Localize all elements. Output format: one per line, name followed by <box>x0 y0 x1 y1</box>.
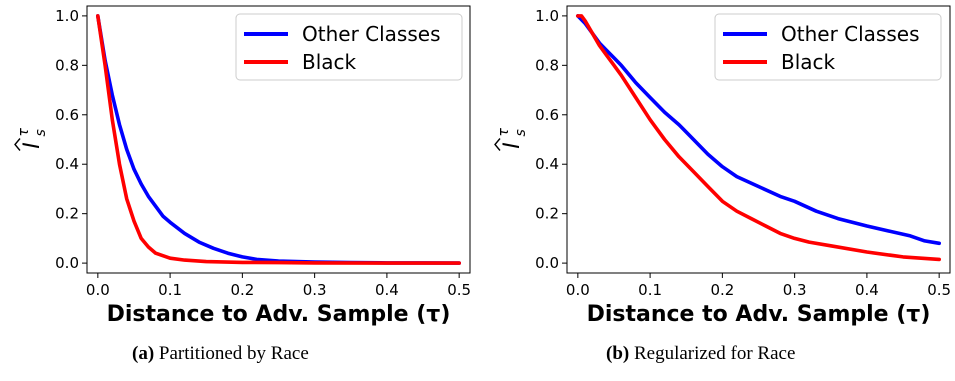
panel-a-y-label-base: I <box>20 142 45 149</box>
panel-a-x-tick-label: 0.0 <box>86 281 110 299</box>
panel-b-y-axis-label: Iτ s <box>495 128 529 151</box>
panel-b-y-label-sup: τ <box>496 128 512 137</box>
caption-a: (a) Partitioned by Race <box>132 343 309 365</box>
panel-b-y-tick-label: 0.0 <box>535 254 559 272</box>
panel-b-x-tick-label: 0.2 <box>710 281 734 299</box>
panel-a-y-tick-label: 0.0 <box>55 254 79 272</box>
panel-b-x-axis-label: Distance to Adv. Sample (τ) <box>587 302 931 327</box>
panel-b-legend-label: Black <box>781 50 836 74</box>
panel-a-x-tick-label: 0.4 <box>375 281 399 299</box>
panel-b-y-tick-label: 0.4 <box>535 155 559 173</box>
panel-a-y-axis-label: Iτ s <box>15 128 49 151</box>
panel-b-x-tick-label: 0.1 <box>638 281 662 299</box>
caption-b-label: (b) <box>606 343 629 364</box>
panel-b-y-tick-label: 0.6 <box>535 106 559 124</box>
panel-b-x-tick-label: 0.4 <box>855 281 879 299</box>
panel-a-y-tick-label: 0.6 <box>55 106 79 124</box>
panel-a-y-label-sup: τ <box>16 128 32 137</box>
caption-b-text: Regularized for Race <box>629 343 795 364</box>
panel-a-y-label-sub: s <box>33 129 49 136</box>
panel-a-y-tick-label: 0.2 <box>55 205 79 223</box>
panel-b-y-tick-label: 0.2 <box>535 205 559 223</box>
panel-b-y-label-base: I <box>500 142 525 149</box>
panel-a-y-tick-label: 0.8 <box>55 56 79 74</box>
caption-b: (b) Regularized for Race <box>606 343 795 365</box>
panel-b-legend-label: Other Classes <box>781 22 920 46</box>
caption-a-label: (a) <box>132 343 154 364</box>
caption-a-text: Partitioned by Race <box>154 343 309 364</box>
panel-b-y-label-sub: s <box>513 129 529 136</box>
chart-panel-a: 0.0 0.1 0.2 0.3 0.4 0.5 0.0 0.2 0.4 0.6 0.8 1.0 Dist… <box>15 6 471 327</box>
panel-b-y-tick-label: 1.0 <box>535 7 559 25</box>
panel-b-x-tick-label: 0.3 <box>783 281 807 299</box>
chart-panel-b: 0.0 0.1 0.2 0.3 0.4 0.5 0.0 0.2 0.4 0.6 0.8 1.0 Dist… <box>495 6 951 327</box>
panel-a-y-tick-label: 0.4 <box>55 155 79 173</box>
panel-a-x-tick-label: 0.5 <box>447 281 471 299</box>
panel-a-legend-label: Other Classes <box>302 22 441 46</box>
panel-a-x-axis-label: Distance to Adv. Sample (τ) <box>107 302 451 327</box>
panel-b-y-tick-label: 0.8 <box>535 56 559 74</box>
panel-b-x-tick-label: 0.0 <box>566 281 590 299</box>
panel-a-legend-label: Black <box>302 50 357 74</box>
panel-b-x-tick-label: 0.5 <box>927 281 951 299</box>
panel-a-x-tick-label: 0.1 <box>158 281 182 299</box>
panel-a-x-tick-label: 0.2 <box>230 281 254 299</box>
panel-a-x-tick-label: 0.3 <box>303 281 327 299</box>
panel-a-y-tick-label: 1.0 <box>55 7 79 25</box>
